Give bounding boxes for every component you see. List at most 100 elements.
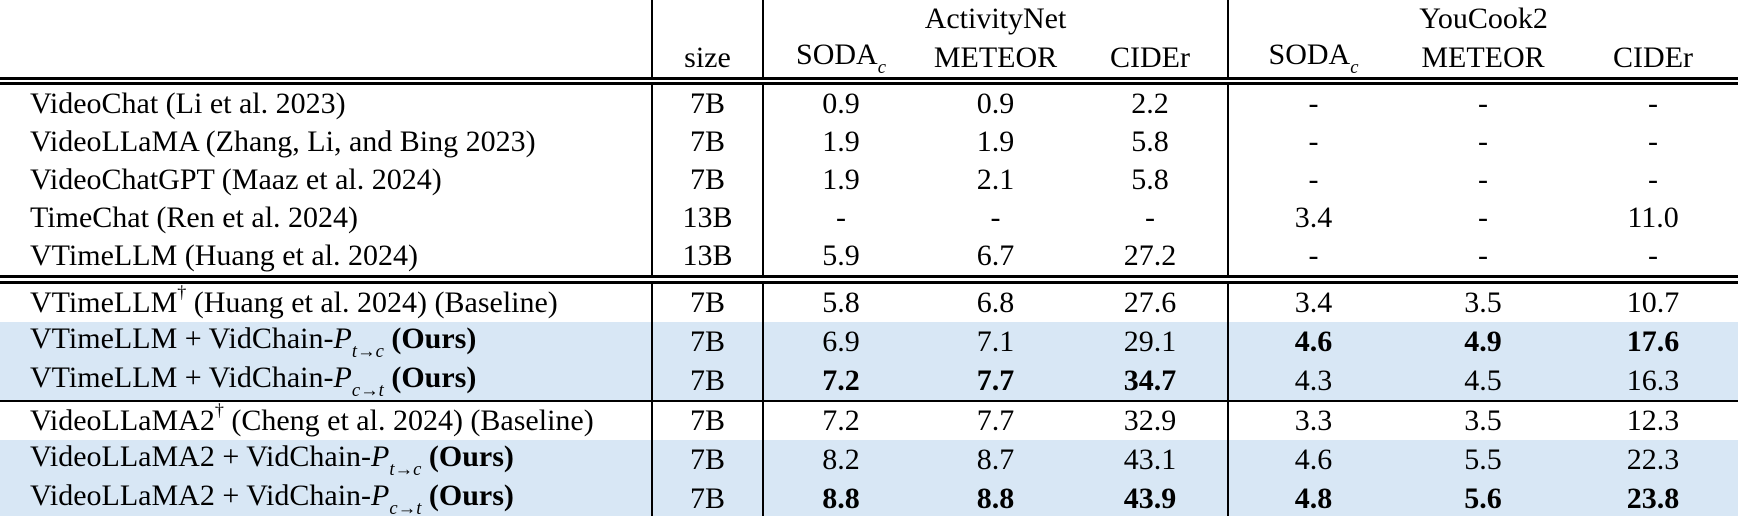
metric-value-cell: 5.8 <box>762 279 918 322</box>
table-row: VTimeLLM + VidChain-Pt→c (Ours) 7B 6.9 7.1 29… <box>0 322 1738 361</box>
metric-value-cell: 43.1 <box>1073 440 1229 479</box>
metric-value-cell: 23.8 <box>1568 479 1738 516</box>
ours-label: (Ours) <box>428 479 514 512</box>
script-p-symbol: P <box>333 322 352 355</box>
model-size-cell: 7B <box>651 440 763 479</box>
model-base-text: VideoLLaMA2 + VidChain- <box>30 479 372 512</box>
model-size-cell: 7B <box>651 361 763 402</box>
metric-value-cell: 8.2 <box>762 440 918 479</box>
model-base-text: VTimeLLM (Huang et al. 2024) <box>30 239 419 272</box>
table-row: VTimeLLM (Huang et al. 2024) 13B 5.9 6.7 27.… <box>0 237 1738 284</box>
metric-value-cell: 34.7 <box>1073 361 1229 402</box>
model-size-cell: 7B <box>651 161 763 199</box>
model-name-cell: VideoChat (Li et al. 2023) <box>0 81 652 123</box>
model-base-text: VTimeLLM <box>30 286 178 319</box>
metric-value-cell: 7.7 <box>918 361 1073 402</box>
model-size-cell: 13B <box>651 199 763 237</box>
model-base-text: VTimeLLM + VidChain- <box>30 361 334 394</box>
metric-value-cell: 4.6 <box>1227 322 1399 361</box>
metric-value-cell: 7.7 <box>976 404 1015 437</box>
script-p-symbol: P <box>333 361 352 394</box>
model-size-cell: 7B <box>651 81 763 123</box>
metric-value-cell: 4.3 <box>1227 361 1399 402</box>
metric-value-cell: 10.7 <box>1626 286 1680 319</box>
metric-value-cell: 7.2 <box>762 361 918 402</box>
table-row: TimeChat (Ren et al. 2024) 13B - - -3.4-11.0 <box>0 199 1738 237</box>
model-base-text: VideoChatGPT (Maaz et al. 2024) <box>30 163 442 196</box>
metric-value-cell: - <box>1145 201 1155 234</box>
metric-value-cell: 5.8 <box>1131 163 1169 196</box>
metric-subscript: c <box>1350 57 1359 78</box>
model-name-cell: VideoLLaMA2 + VidChain-Pc→t (Ours) <box>0 479 652 516</box>
table-row: VideoLLaMA2 + VidChain-Pc→t (Ours) 7B 8.8 8.… <box>0 479 1738 516</box>
youcook2-cider-header: CIDEr <box>1568 38 1738 85</box>
metric-value-cell: 7.2 <box>762 401 918 440</box>
metric-value-cell: - <box>1227 123 1399 161</box>
ours-label: (Ours) <box>428 440 514 473</box>
group-header-row: ActivityNet YouCook2 <box>0 0 1738 38</box>
activitynet-meteor-header: METEOR <box>918 38 1073 85</box>
model-size-cell: 7B <box>651 401 763 440</box>
metric-value-cell: 0.9 <box>976 87 1015 120</box>
metric-value-cell: - <box>762 199 918 237</box>
metric-value-cell: - <box>1227 81 1399 123</box>
model-rest-text: (Huang et al. 2024) (Baseline) <box>186 286 558 319</box>
table-row: VTimeLLM† (Huang et al. 2024) (Baseline)… <box>0 279 1738 322</box>
model-name-cell: VTimeLLM (Huang et al. 2024) <box>0 237 652 284</box>
model-rest-text: (Cheng et al. 2024) (Baseline) <box>223 404 594 437</box>
metric-value-cell: 4.8 <box>1227 479 1399 516</box>
metric-value-cell: - <box>1227 161 1399 199</box>
metric-value-cell: 8.8 <box>918 479 1073 516</box>
metric-value-cell: 3.4 <box>1227 279 1399 322</box>
model-base-text: VideoChat (Li et al. 2023) <box>30 87 346 120</box>
youcook2-meteor-header: METEOR <box>1398 38 1569 85</box>
activitynet-soda-header: SODAc <box>762 38 918 85</box>
metric-value-cell: 5.9 <box>762 237 918 284</box>
metric-value-cell: - <box>1648 125 1659 158</box>
metric-value-cell: 16.3 <box>1568 361 1738 402</box>
model-name-cell: VTimeLLM + VidChain-Pc→t (Ours) <box>0 361 652 402</box>
prompt-direction-subscript: t→c <box>389 459 422 479</box>
model-size-cell: 7B <box>651 123 763 161</box>
metric-value-cell: 1.9 <box>976 125 1015 158</box>
metric-subscript: c <box>877 57 886 78</box>
metric-value-cell: 6.8 <box>976 286 1015 319</box>
metric-value-cell: 27.6 <box>1123 286 1177 319</box>
prompt-direction-subscript: t→c <box>351 341 384 361</box>
metric-value-cell: 11.0 <box>1627 201 1679 234</box>
ours-label: (Ours) <box>391 322 477 355</box>
metric-value-cell: 3.3 <box>1227 401 1399 440</box>
model-base-text: VideoLLaMA2 <box>30 404 215 437</box>
metric-value-cell: 5.5 <box>1398 440 1569 479</box>
metric-value-cell: 4.9 <box>1398 322 1569 361</box>
model-size-cell: 7B <box>651 479 763 516</box>
empty-size-group-cell <box>651 0 763 38</box>
metric-value-cell: - <box>990 201 1001 234</box>
metric-value-cell: 6.9 <box>762 322 918 361</box>
metric-value-cell: 22.3 <box>1568 440 1738 479</box>
group-header-activitynet: ActivityNet <box>761 0 1229 38</box>
metric-value-cell: 4.6 <box>1227 440 1399 479</box>
empty-model-header-cell <box>0 38 652 85</box>
model-base-text: VideoLLaMA (Zhang, Li, and Bing 2023) <box>30 125 536 158</box>
metric-value-cell: 17.6 <box>1568 322 1738 361</box>
model-name-cell: VideoChatGPT (Maaz et al. 2024) <box>0 161 652 199</box>
model-base-text: TimeChat (Ren et al. 2024) <box>30 201 359 234</box>
metric-value-cell: 12.3 <box>1626 404 1680 437</box>
metric-value-cell: 3.4 <box>1227 199 1399 237</box>
model-base-text: VideoLLaMA2 + VidChain- <box>30 440 372 473</box>
metric-value-cell: - <box>1648 163 1659 196</box>
youcook2-soda-header: SODAc <box>1227 38 1399 85</box>
metric-value-cell: 5.6 <box>1398 479 1569 516</box>
table-row: VTimeLLM + VidChain-Pc→t (Ours) 7B 7.2 7.7 34… <box>0 361 1738 402</box>
metric-header-row: size SODAc METEOR CIDEr SODAc METEOR CID… <box>0 38 1738 85</box>
metric-value-cell: 1.9 <box>762 123 918 161</box>
model-name-cell: TimeChat (Ren et al. 2024) <box>0 199 652 237</box>
model-base-text: VTimeLLM + VidChain- <box>30 322 334 355</box>
model-name-cell: VideoLLaMA2 + VidChain-Pt→c (Ours) <box>0 440 652 479</box>
table-row: VideoLLaMA2† (Cheng et al. 2024) (Baseli… <box>0 401 1738 440</box>
model-name-cell: VTimeLLM + VidChain-Pt→c (Ours) <box>0 322 652 361</box>
metric-value-cell: 1.9 <box>762 161 918 199</box>
dagger-mark: † <box>177 282 187 302</box>
